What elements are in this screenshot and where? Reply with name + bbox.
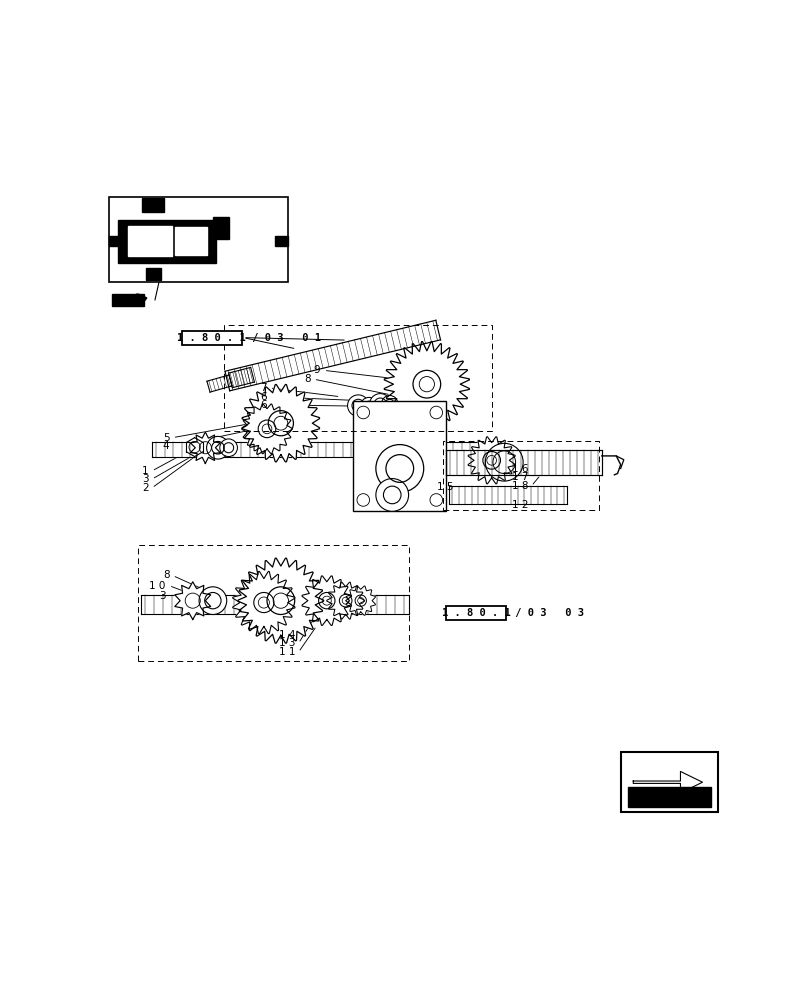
Text: 1 7: 1 7 — [511, 472, 527, 482]
Text: 1 2: 1 2 — [511, 500, 527, 510]
Polygon shape — [384, 342, 469, 427]
Text: 1 6: 1 6 — [511, 464, 527, 474]
Text: 4: 4 — [163, 441, 169, 451]
Polygon shape — [152, 442, 491, 457]
Polygon shape — [628, 787, 710, 807]
Circle shape — [220, 439, 237, 457]
Bar — [109, 197, 288, 282]
Polygon shape — [326, 582, 364, 619]
Polygon shape — [145, 268, 161, 280]
Circle shape — [375, 479, 408, 511]
Text: 2: 2 — [142, 483, 148, 493]
Polygon shape — [448, 486, 566, 504]
Polygon shape — [274, 236, 288, 246]
Polygon shape — [140, 595, 408, 614]
Bar — [442, 441, 598, 510]
Polygon shape — [345, 586, 375, 615]
Text: 1 . 8 0 . 1: 1 . 8 0 . 1 — [177, 333, 246, 343]
Polygon shape — [118, 220, 216, 263]
Polygon shape — [212, 217, 229, 239]
Bar — [446, 606, 505, 620]
Text: 3: 3 — [159, 591, 165, 601]
Polygon shape — [468, 437, 514, 484]
Polygon shape — [189, 224, 212, 233]
Text: / 0 3   0 3: / 0 3 0 3 — [508, 608, 584, 618]
Polygon shape — [242, 384, 320, 462]
Text: / 0 3   0 1: / 0 3 0 1 — [246, 333, 321, 343]
Text: 9: 9 — [314, 365, 320, 375]
Polygon shape — [207, 375, 232, 392]
Polygon shape — [175, 227, 206, 255]
Circle shape — [347, 395, 368, 416]
Polygon shape — [238, 558, 324, 643]
Polygon shape — [190, 432, 220, 463]
Text: 1 1: 1 1 — [278, 647, 295, 657]
Polygon shape — [174, 582, 210, 620]
Bar — [138, 545, 408, 661]
Circle shape — [485, 443, 522, 481]
Text: 1 5: 1 5 — [437, 482, 453, 492]
Polygon shape — [128, 226, 172, 256]
Text: 1: 1 — [142, 466, 148, 476]
Polygon shape — [242, 404, 292, 454]
Polygon shape — [446, 450, 601, 475]
Polygon shape — [109, 236, 120, 246]
Circle shape — [199, 587, 226, 614]
Bar — [620, 752, 718, 812]
Circle shape — [381, 396, 397, 412]
Text: 1 . 8 0 . 1: 1 . 8 0 . 1 — [441, 608, 509, 618]
Bar — [224, 325, 491, 431]
Polygon shape — [633, 771, 702, 793]
Text: 8: 8 — [303, 374, 310, 384]
Text: 6: 6 — [260, 392, 266, 402]
Text: 1 3: 1 3 — [278, 638, 295, 648]
Text: 6: 6 — [260, 400, 266, 410]
Polygon shape — [302, 576, 351, 625]
Circle shape — [360, 397, 376, 414]
Circle shape — [369, 394, 391, 415]
Text: 1 8: 1 8 — [511, 481, 527, 491]
Text: 3: 3 — [142, 474, 148, 484]
Bar — [182, 331, 242, 345]
Polygon shape — [136, 294, 147, 302]
Circle shape — [206, 436, 229, 459]
Polygon shape — [142, 198, 164, 212]
Polygon shape — [233, 571, 294, 634]
Text: 5: 5 — [163, 433, 169, 443]
Text: 7: 7 — [260, 383, 266, 393]
Polygon shape — [225, 320, 440, 391]
Polygon shape — [112, 294, 144, 306]
Text: 1 0: 1 0 — [149, 581, 165, 591]
Text: 8: 8 — [163, 570, 169, 580]
Bar — [353, 401, 446, 511]
Circle shape — [375, 445, 423, 492]
Polygon shape — [229, 367, 254, 388]
Text: 1 4: 1 4 — [278, 630, 295, 640]
